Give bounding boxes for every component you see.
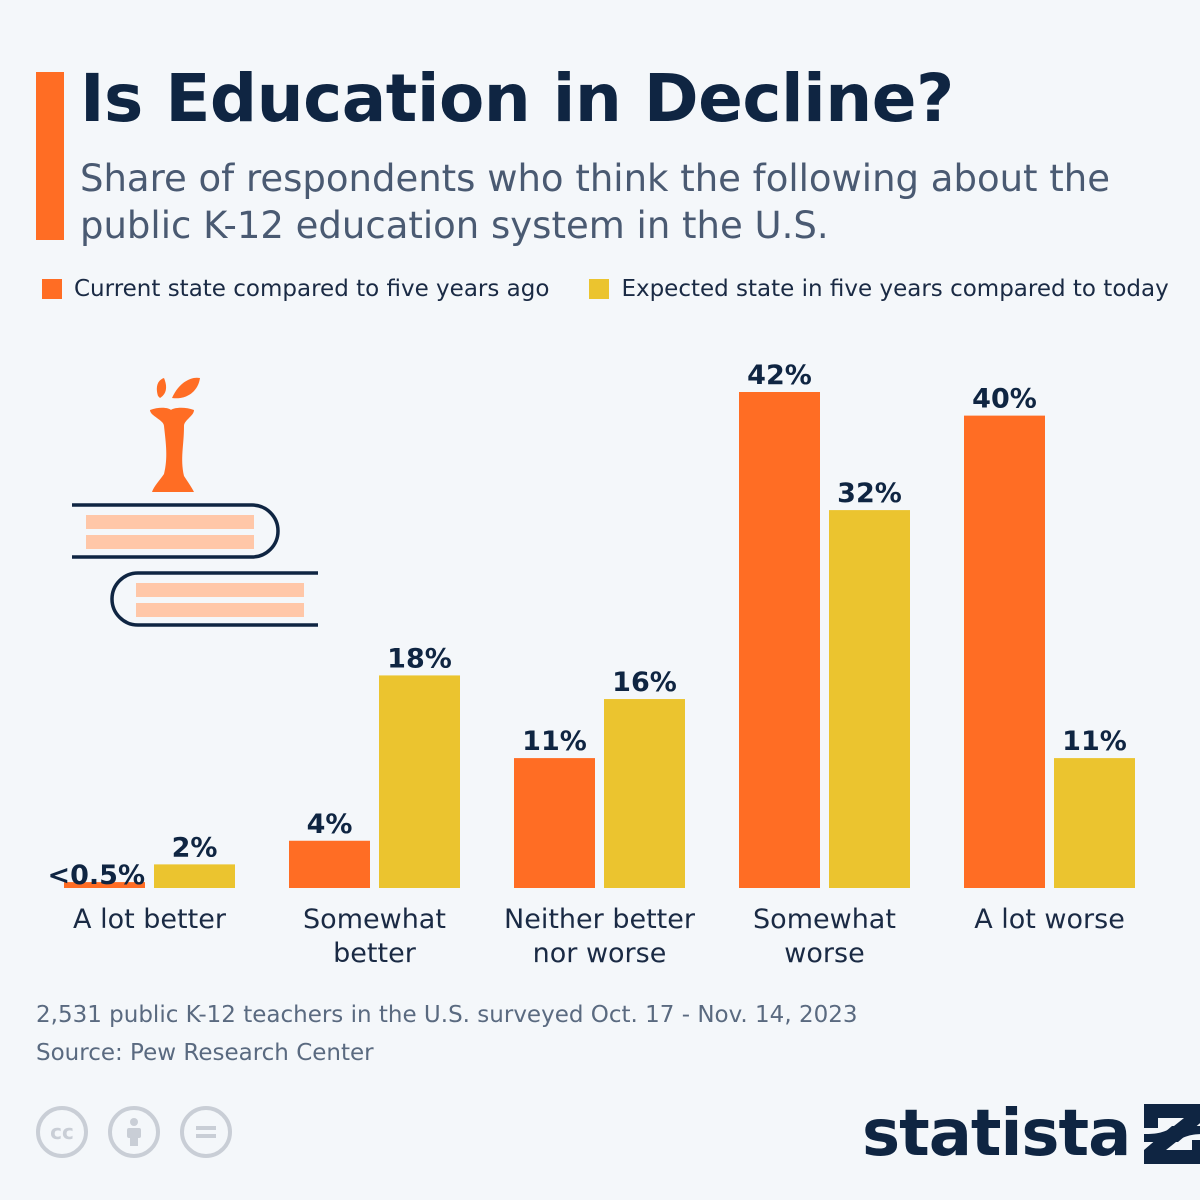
- accent-bar: [36, 72, 64, 240]
- data-label-expected-2: 16%: [612, 667, 677, 698]
- legend-label-current: Current state compared to five years ago: [74, 276, 550, 302]
- bar-expected-0: [154, 864, 235, 888]
- data-label-current-2: 11%: [522, 726, 587, 757]
- apple-books-icon: [72, 377, 318, 627]
- data-label-expected-4: 11%: [1062, 726, 1127, 757]
- statista-logo[interactable]: statista: [862, 1098, 1200, 1170]
- bar-current-4: [964, 415, 1045, 888]
- legend-swatch-expected: [589, 279, 610, 299]
- bar-expected-4: [1054, 758, 1135, 888]
- source-note: Source: Pew Research Center: [36, 1040, 374, 1066]
- data-label-current-0: <0.5%: [47, 860, 145, 891]
- page-title: Is Education in Decline?: [80, 60, 954, 137]
- category-label-3: Somewhat worse: [753, 904, 896, 969]
- bar-chart: <0.5% 2% A lot better 4% 18% Somewhat better 11…: [47, 360, 1135, 969]
- category-label-2: Neither better nor worse: [504, 904, 696, 969]
- survey-note: 2,531 public K-12 teachers in the U.S. s…: [36, 1002, 858, 1028]
- legend-item-current: Current state compared to five years ago: [42, 276, 549, 302]
- cc-icon[interactable]: cc: [36, 1106, 88, 1158]
- no-derivatives-icon[interactable]: [180, 1106, 232, 1158]
- attribution-icon[interactable]: [108, 1106, 160, 1158]
- bars-group: <0.5% 2% A lot better 4% 18% Somewhat better 11…: [47, 360, 1135, 969]
- data-label-expected-0: 2%: [172, 832, 218, 863]
- bar-current-2: [514, 758, 595, 888]
- bar-expected-3: [829, 510, 910, 888]
- bar-expected-2: [604, 699, 685, 888]
- legend: Current state compared to five years ago…: [42, 276, 1200, 302]
- bar-current-1: [289, 840, 370, 888]
- legend-label-expected: Expected state in five years compared to…: [621, 276, 1169, 302]
- data-label-expected-1: 18%: [387, 643, 452, 674]
- bar-expected-1: [379, 675, 460, 888]
- license-icons: cc: [36, 1106, 252, 1158]
- data-label-expected-3: 32%: [837, 478, 902, 509]
- data-label-current-4: 40%: [972, 384, 1037, 415]
- data-label-current-3: 42%: [747, 360, 812, 391]
- legend-swatch-current: [42, 279, 62, 299]
- category-label-0: A lot better: [73, 904, 227, 935]
- bar-current-0: [64, 882, 145, 888]
- bar-current-3: [739, 392, 820, 888]
- statista-logo-text: statista: [862, 1097, 1131, 1171]
- category-label-4: A lot worse: [974, 904, 1125, 935]
- legend-item-expected: Expected state in five years compared to…: [589, 276, 1169, 302]
- category-label-1: Somewhat better: [303, 904, 446, 969]
- statista-logo-icon: [1144, 1104, 1200, 1164]
- page-subtitle: Share of respondents who think the follo…: [80, 157, 1111, 247]
- data-label-current-1: 4%: [307, 809, 353, 840]
